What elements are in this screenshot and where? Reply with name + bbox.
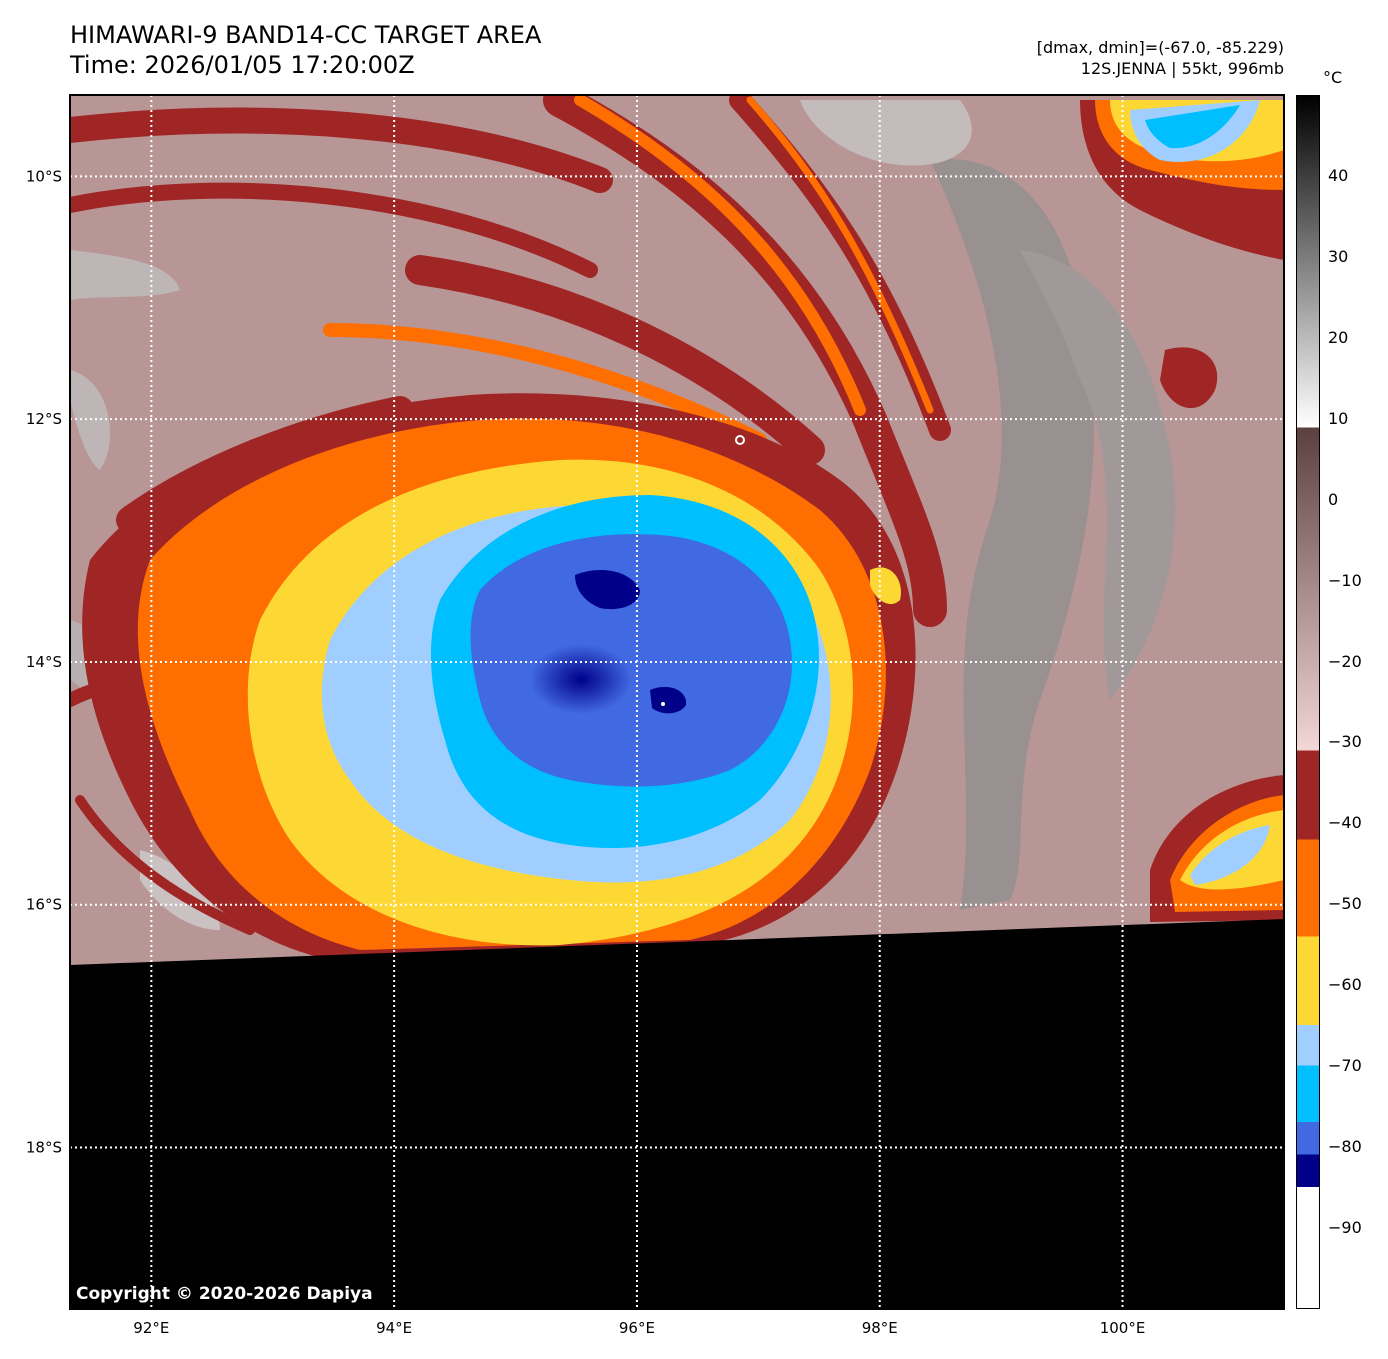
lat-tick-label: 16°S xyxy=(26,896,62,914)
lat-tick-label: 14°S xyxy=(26,653,62,671)
colorbar-tick-label: 40 xyxy=(1328,165,1349,185)
southeast-convection xyxy=(1150,775,1284,922)
title-line-product: HIMAWARI-9 BAND14-CC TARGET AREA xyxy=(70,21,542,49)
colorbar-tick-label: 30 xyxy=(1328,246,1349,266)
lat-tick-label: 10°S xyxy=(26,167,62,185)
storm-id-intensity: 12S.JENNA | 55kt, 996mb xyxy=(1080,59,1284,78)
lon-tick-label: 100°E xyxy=(1100,1319,1146,1337)
colorbar-tick-label: 20 xyxy=(1328,327,1349,347)
colorbar-unit: °C xyxy=(1323,68,1343,87)
lon-tick-label: 98°E xyxy=(862,1319,898,1337)
copyright-text: Copyright © 2020-2026 Dapiya xyxy=(76,1284,373,1304)
colorbar-tick-label: −60 xyxy=(1328,975,1362,995)
colorbar-tick-label: −20 xyxy=(1328,651,1362,671)
northeast-convection xyxy=(1080,100,1284,409)
colorbar-tick-label: −40 xyxy=(1328,813,1362,833)
colorbar-tick-label: −30 xyxy=(1328,732,1362,752)
storm-info: [dmax, dmin]=(-67.0, -85.229) 12S.JENNA … xyxy=(1037,37,1284,79)
title-line-time: Time: 2026/01/05 17:20:00Z xyxy=(70,51,415,79)
colorbar-tick-label: 10 xyxy=(1328,408,1349,428)
lat-tick-label: 18°S xyxy=(26,1139,62,1157)
lon-tick-label: 94°E xyxy=(376,1319,412,1337)
colorbar xyxy=(1296,95,1320,1309)
map-frame xyxy=(69,94,1285,1310)
axis-labels: 92°E 94°E 96°E 98°E 100°E 10°S 12°S 14°S 16°S 18°… xyxy=(26,167,1145,1337)
graticule xyxy=(70,95,1284,1309)
dmax-dmin-readout: [dmax, dmin]=(-67.0, -85.229) xyxy=(1036,38,1284,57)
colorbar-tick-label: −90 xyxy=(1328,1218,1362,1238)
storm-cloud-shield xyxy=(82,393,916,961)
colorbar-tick-label: −80 xyxy=(1328,1137,1362,1157)
colorbar-tick-label: −70 xyxy=(1328,1056,1362,1076)
colorbar-tick-label: −10 xyxy=(1328,570,1362,590)
lon-tick-label: 96°E xyxy=(619,1319,655,1337)
colorbar-tick-label: 0 xyxy=(1328,489,1339,509)
chart-title: HIMAWARI-9 BAND14-CC TARGET AREA Time: 2… xyxy=(70,20,541,80)
lon-tick-label: 92°E xyxy=(133,1319,169,1337)
lat-tick-label: 12°S xyxy=(26,410,62,428)
colorbar-tick-label: −50 xyxy=(1328,894,1362,914)
no-data-region xyxy=(70,919,1284,1309)
